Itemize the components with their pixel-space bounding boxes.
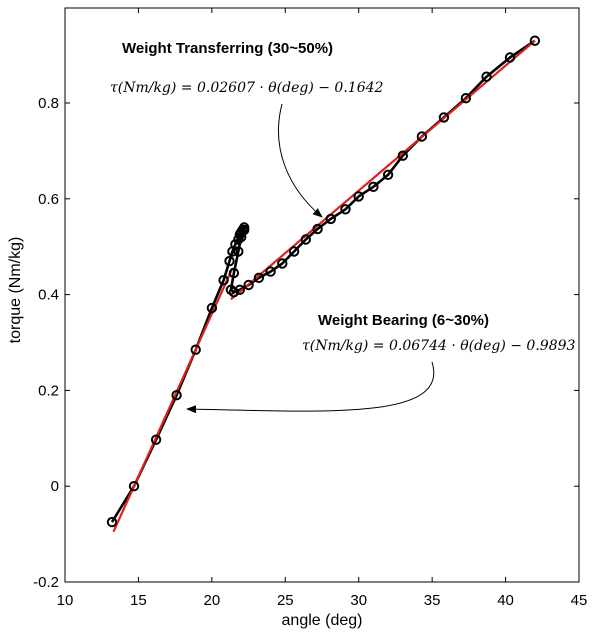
data-point (438, 112, 450, 123)
annotation-weight-bearing-title: Weight Bearing (6~30%) (318, 312, 489, 329)
data-point (150, 434, 162, 445)
x-tick-label: 30 (350, 592, 367, 609)
y-tick-label: 0.4 (38, 287, 59, 304)
data-point (243, 279, 254, 291)
data-point (481, 71, 492, 82)
data-point (300, 234, 311, 245)
data-point (228, 267, 240, 279)
y-tick-label: -0.2 (33, 574, 59, 591)
data-point (253, 272, 265, 283)
series-layer (106, 35, 541, 533)
y-tick-label: 0.8 (38, 95, 59, 112)
data-point (353, 191, 364, 202)
data-point (206, 302, 218, 314)
data-point (277, 258, 288, 269)
y-axis-label: torque (Nm/kg) (7, 237, 24, 344)
x-tick-label: 40 (497, 592, 514, 609)
data-point (312, 223, 323, 235)
x-tick-label: 10 (57, 592, 74, 609)
data-point (288, 246, 300, 257)
y-tick-label: 0 (51, 478, 59, 495)
y-tick-label: 0.6 (38, 191, 59, 208)
data-point (190, 344, 201, 355)
data-point (233, 246, 244, 257)
data-point (368, 181, 379, 193)
data-point (265, 266, 276, 277)
annotation-weight-transferring-arrow (278, 103, 323, 218)
data-point (416, 131, 428, 142)
y-axis-ticks: -0.2 0 0.2 0.4 0.6 0.8 (33, 95, 579, 591)
data-point (218, 275, 229, 286)
x-tick-label: 35 (424, 592, 441, 609)
data-point (529, 35, 541, 46)
annotation-weight-transferring-equation: τ(Nm/kg) = 0.02607 · θ(deg) − 0.1642 (110, 80, 384, 96)
annotation-weight-bearing-equation: τ(Nm/kg) = 0.06744 · θ(deg) − 0.9893 (302, 338, 576, 354)
x-tick-label: 20 (204, 592, 221, 609)
annotation-weight-transferring-title: Weight Transferring (30~50%) (122, 40, 333, 57)
series-weight-transferring-fit-line (230, 39, 536, 301)
data-point (234, 284, 246, 295)
data-point (460, 93, 472, 104)
data-point (171, 390, 182, 401)
x-axis-ticks: 10 15 20 25 30 35 40 45 (57, 8, 588, 609)
y-tick-label: 0.2 (38, 382, 59, 399)
data-point (106, 516, 118, 528)
data-point (397, 150, 408, 161)
series-measured-line (110, 39, 536, 523)
x-tick-label: 45 (571, 592, 588, 609)
x-tick-label: 25 (277, 592, 294, 609)
x-tick-label: 15 (130, 592, 147, 609)
data-point (236, 231, 247, 243)
series-weight-bearing-fit-line (112, 267, 234, 533)
x-axis-label: angle (deg) (282, 612, 363, 629)
data-point (228, 287, 240, 298)
data-point (224, 255, 235, 267)
data-point (325, 213, 336, 225)
data-point (504, 52, 516, 63)
data-point (340, 204, 351, 215)
data-point (382, 169, 394, 181)
data-point (128, 481, 140, 492)
annotation-weight-bearing-arrow (186, 361, 435, 414)
